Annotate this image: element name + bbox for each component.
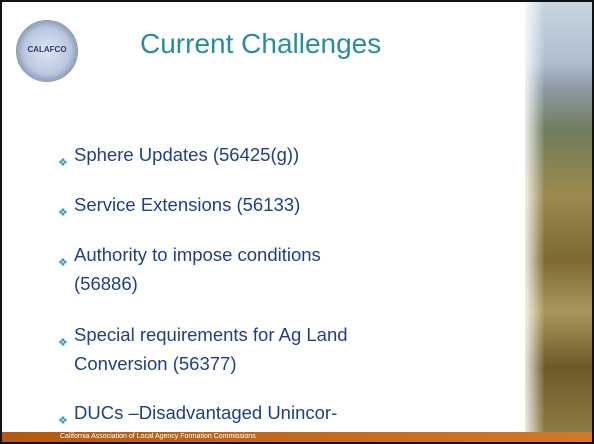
footer: California Association of Local Agency F… [60, 432, 256, 442]
bullet-icon: ❖ [58, 249, 68, 278]
bullet-text: Authority to impose conditions [58, 240, 321, 269]
bullet: ❖Authority to impose conditions(56886) [58, 240, 321, 298]
bullet-icon: ❖ [58, 329, 68, 358]
bullet: ❖Sphere Updates (56425(g)) [58, 140, 299, 169]
bullet-text: DUCs –Disadvantaged Unincor- [58, 398, 364, 427]
bullet-text: Service Extensions (56133) [58, 190, 300, 219]
bullet-icon: ❖ [58, 199, 68, 228]
bullet-icon: ❖ [58, 149, 68, 178]
bullet-text: Special requirements for Ag Land [58, 320, 348, 349]
title: Current Challenges [140, 28, 381, 60]
bullet-text: (56886) [58, 269, 321, 298]
logo-text: CALAFCO [17, 45, 77, 54]
bullet: ❖Service Extensions (56133) [58, 190, 300, 219]
logo: CALAFCO [16, 20, 78, 82]
bullet-text: Conversion (56377) [58, 349, 348, 378]
bullet-text: Sphere Updates (56425(g)) [58, 140, 299, 169]
photo-fade [525, 2, 545, 432]
slide: CALAFCO Current Challenges ❖Sphere Updat… [0, 0, 594, 444]
